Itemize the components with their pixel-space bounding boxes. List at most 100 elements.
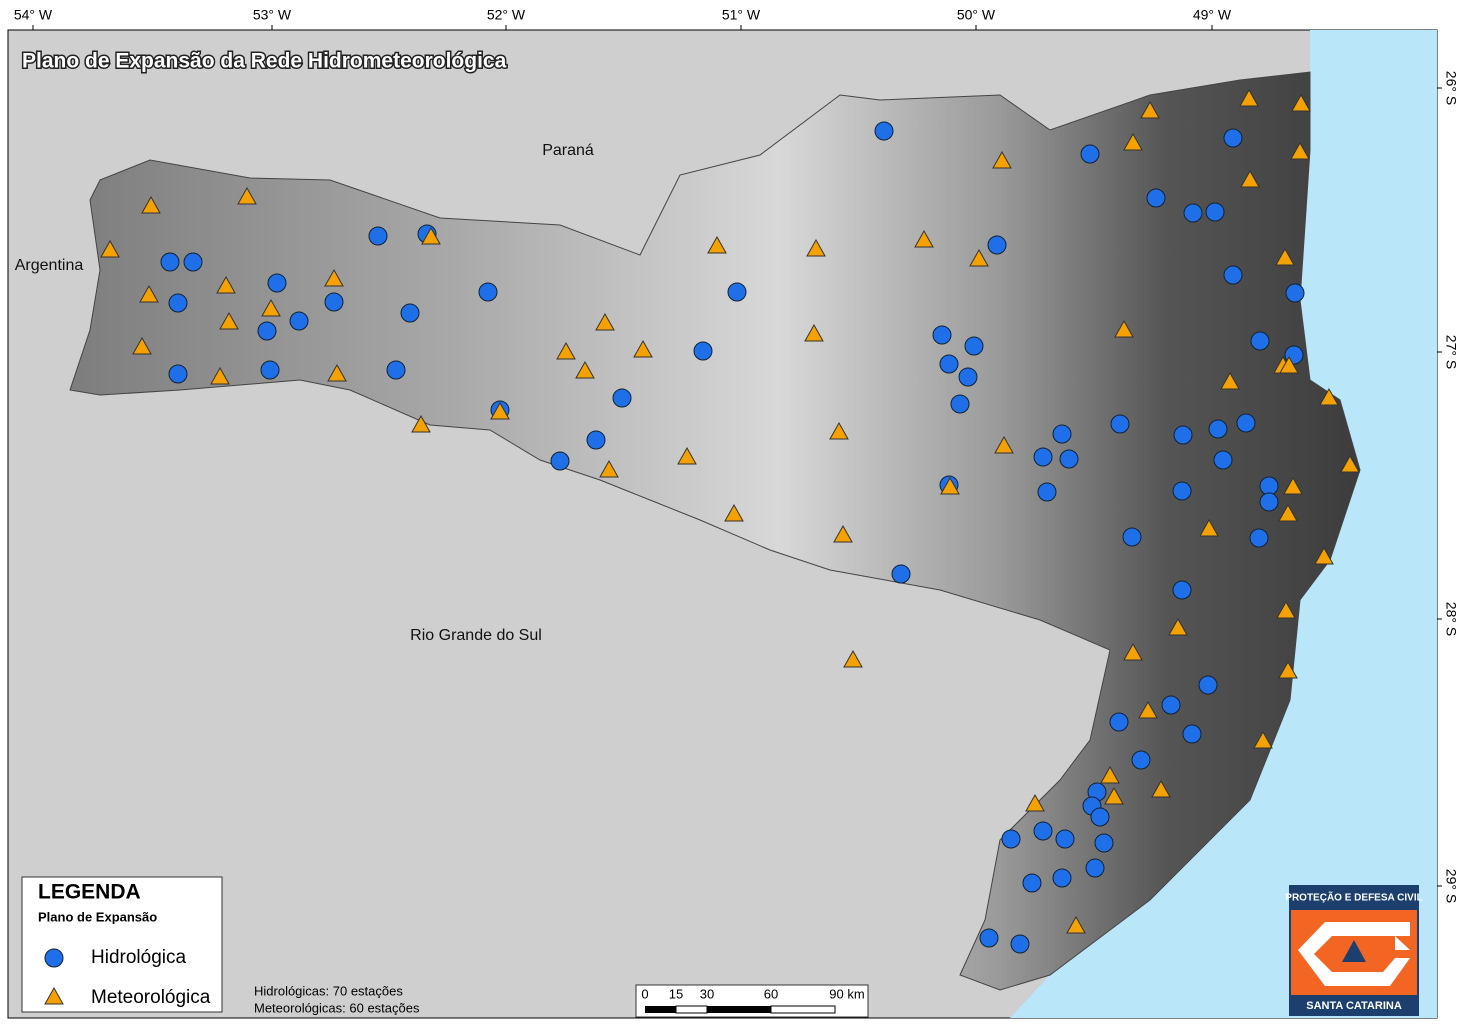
hydrologic-station — [1094, 833, 1114, 853]
meteorologic-station — [1276, 600, 1296, 619]
meteorologic-station — [829, 421, 849, 440]
hydrologic-station — [1033, 821, 1053, 841]
meteorologic-station — [833, 524, 853, 543]
logo: PROTEÇÃO E DEFESA CIVIL SANTA CATARINA — [1285, 885, 1423, 1016]
hydrologic-station — [160, 252, 180, 272]
meteorologic-station — [992, 150, 1012, 169]
hydrologic-station — [1052, 868, 1072, 888]
hydrologic-station — [478, 282, 498, 302]
hydrologic-station — [874, 121, 894, 141]
region-label: Rio Grande do Sul — [410, 627, 542, 644]
meteorologic-station — [490, 401, 510, 420]
hydrologic-station — [386, 360, 406, 380]
meteorologic-station — [324, 268, 344, 287]
longitude-label: 51° W — [722, 7, 761, 23]
meteorologic-station — [210, 366, 230, 385]
meteorologic-station — [1278, 660, 1298, 679]
hydrologic-station — [1173, 425, 1193, 445]
meteorologic-station — [1283, 476, 1303, 495]
hydrologic-station — [727, 282, 747, 302]
meteorologic-station — [556, 341, 576, 360]
meteorologic-station — [1151, 779, 1171, 798]
hydrologic-station — [1285, 283, 1305, 303]
scale-label: 30 — [700, 986, 714, 1001]
longitude-label: 53° W — [253, 7, 292, 23]
hydrologic-station — [1052, 424, 1072, 444]
hydrologic-station — [693, 341, 713, 361]
meteorologic-station — [1123, 642, 1143, 661]
hydrologic-station — [1250, 331, 1270, 351]
hydrologic-station — [1010, 934, 1030, 954]
hydrologic-station — [1131, 750, 1151, 770]
latitude-labels: 26° S 27° S 28° S 29° S — [1437, 71, 1459, 903]
meteorologic-station — [421, 226, 441, 245]
meteorologic-station — [1025, 793, 1045, 812]
hydrologic-station — [1037, 482, 1057, 502]
hydrologic-station — [1208, 419, 1228, 439]
hydrologic-station — [1110, 414, 1130, 434]
meteorologic-station — [132, 336, 152, 355]
hydrologic-station — [1055, 829, 1075, 849]
meteorologic-station — [806, 238, 826, 257]
hydrologic-station — [260, 360, 280, 380]
meteorologic-station — [1239, 88, 1259, 107]
legend-subtitle: Plano de Expansão — [38, 909, 157, 924]
hydrologic-station — [1172, 481, 1192, 501]
longitude-label: 52° W — [487, 7, 526, 23]
hydrologic-station — [1109, 712, 1129, 732]
meteorologic-station — [237, 186, 257, 205]
legend-title: LEGENDA — [38, 881, 141, 904]
meteorologic-station — [219, 311, 239, 330]
summary-text: Hidrológicas: 70 estações — [254, 983, 403, 998]
meteorologic-station — [1290, 141, 1310, 160]
hydrologic-station — [987, 235, 1007, 255]
meteorologic-station — [1279, 355, 1299, 374]
stations — [100, 88, 1360, 954]
meteorologic-station — [1240, 169, 1260, 188]
hydrologic-station — [1205, 202, 1225, 222]
hydrologic-station — [1259, 492, 1279, 512]
meteorologic-station — [141, 195, 161, 214]
map-title: Plano de Expansão da Rede Hidrometeoroló… — [22, 50, 507, 73]
hydrologic-station — [1249, 528, 1269, 548]
hydrologic-station — [183, 252, 203, 272]
meteorologic-station — [1291, 93, 1311, 112]
meteorologic-station — [261, 298, 281, 317]
hydrologic-station — [324, 292, 344, 312]
meteorologic-station — [1253, 730, 1273, 749]
hydrologic-station — [1161, 695, 1181, 715]
latitude-label: 29° S — [1443, 869, 1459, 903]
meteorologic-station — [969, 248, 989, 267]
meteorologic-station — [1314, 546, 1334, 565]
legend-item: Hidrológica — [91, 947, 186, 968]
meteorologic-station — [633, 339, 653, 358]
hydrologic-station — [1198, 675, 1218, 695]
meteorologic-station — [1220, 371, 1240, 390]
hydrologic-station — [1085, 858, 1105, 878]
hydrologic-station — [1022, 873, 1042, 893]
meteorologic-station — [707, 235, 727, 254]
meteorologic-station — [1340, 454, 1360, 473]
hydrologic-station — [939, 354, 959, 374]
region-label: Paraná — [542, 142, 594, 159]
hydrologic-station — [1183, 203, 1203, 223]
scale-labels: 0 15 30 60 90 km — [641, 986, 864, 1001]
scale-bar — [645, 1005, 836, 1014]
hydrologic-station — [289, 311, 309, 331]
meteorologic-station — [1199, 518, 1219, 537]
logo-text: SANTA CATARINA — [1306, 1000, 1402, 1012]
hydrologic-station — [1001, 829, 1021, 849]
legend-symbol — [44, 986, 64, 1005]
meteorologic-station — [1275, 247, 1295, 266]
meteorologic-station — [599, 459, 619, 478]
hydrologic-station — [586, 430, 606, 450]
hydrologic-station — [550, 451, 570, 471]
meteorologic-station — [1100, 765, 1120, 784]
summary-text: Meteorológicas: 60 estações — [254, 1000, 420, 1015]
longitude-label: 49° W — [1193, 7, 1232, 23]
legend-box — [21, 876, 223, 1013]
hydrologic-station — [1236, 413, 1256, 433]
hydrologic-station — [368, 226, 388, 246]
hydrologic-station — [168, 293, 188, 313]
